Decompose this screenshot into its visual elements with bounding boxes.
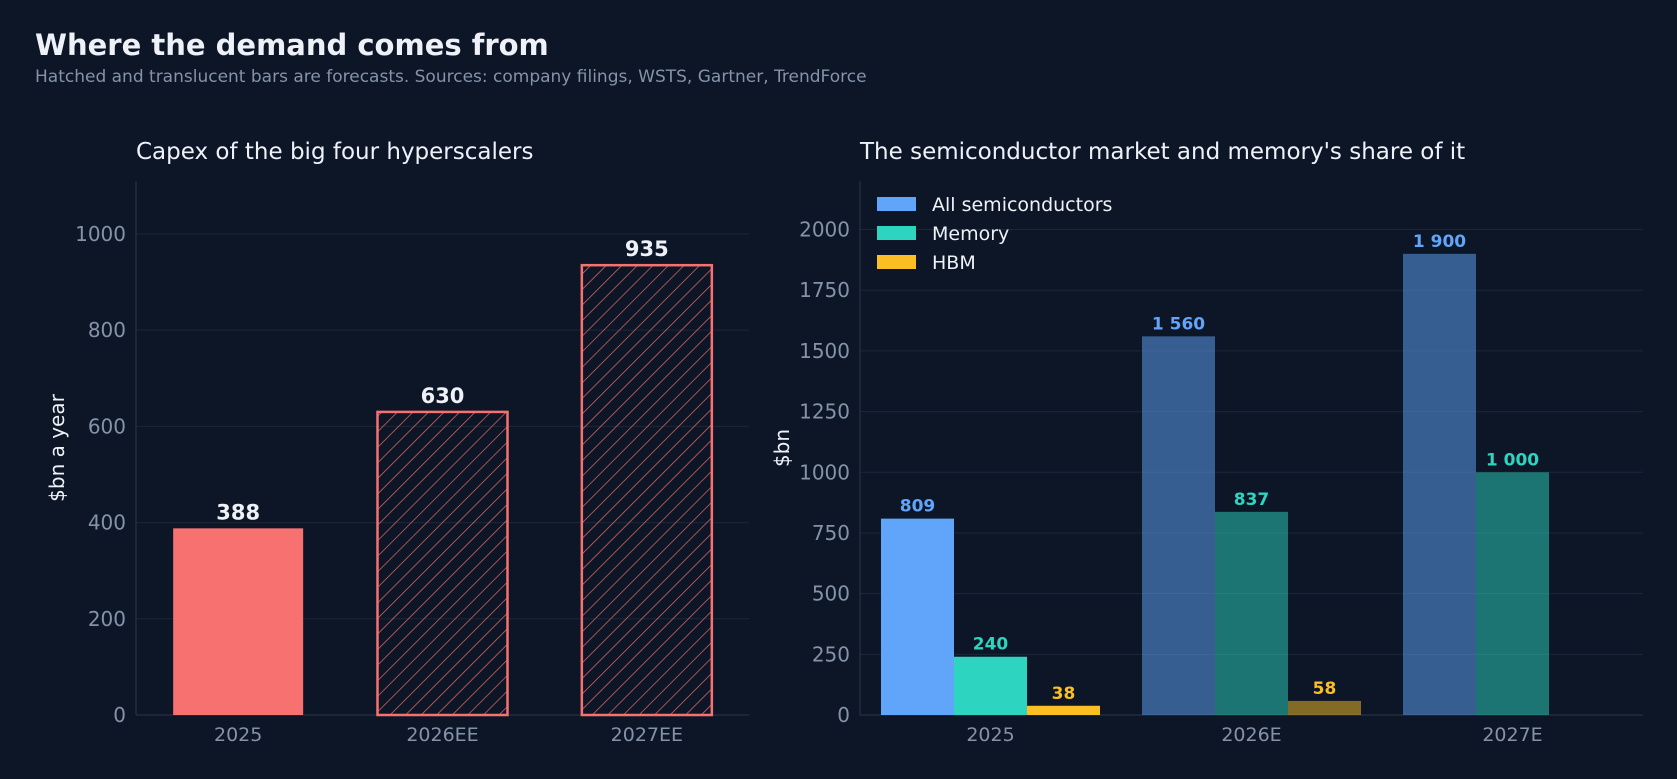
y-tick-label: 750 bbox=[812, 521, 850, 545]
bar-memory bbox=[954, 656, 1027, 715]
figure-title: Where the demand comes from bbox=[35, 28, 549, 62]
bar-value-label: 809 bbox=[900, 497, 936, 517]
y-tick-label: 2000 bbox=[799, 218, 850, 242]
chart-title: The semiconductor market and memory's sh… bbox=[859, 139, 1465, 165]
legend-swatch bbox=[877, 255, 916, 269]
bar-hbm bbox=[1027, 705, 1100, 715]
bar-value-label: 58 bbox=[1313, 679, 1337, 699]
y-tick-label: 1000 bbox=[799, 460, 850, 484]
y-tick-label: 600 bbox=[88, 414, 126, 438]
bar-value-label: 630 bbox=[421, 384, 465, 408]
bar-value-label: 38 bbox=[1052, 684, 1076, 704]
capex-bar bbox=[580, 263, 714, 717]
x-tick-label: 2027E bbox=[1482, 724, 1542, 746]
chart-title: Capex of the big four hyperscalers bbox=[136, 139, 533, 165]
x-tick-label: 2026E bbox=[1221, 724, 1281, 746]
y-tick-label: 1000 bbox=[75, 222, 126, 246]
semiconductor-chart: The semiconductor market and memory's sh… bbox=[770, 139, 1643, 746]
y-tick-label: 1750 bbox=[799, 278, 850, 302]
bar-memory bbox=[1476, 472, 1549, 715]
y-tick-label: 1500 bbox=[799, 339, 850, 363]
legend-label: HBM bbox=[932, 252, 976, 274]
capex-bar bbox=[173, 528, 304, 715]
y-tick-label: 0 bbox=[113, 703, 126, 727]
y-axis-label: $bn bbox=[770, 429, 794, 467]
bar-value-label: 1 900 bbox=[1413, 232, 1466, 252]
y-tick-label: 800 bbox=[88, 318, 126, 342]
capex-chart: Capex of the big four hyperscalers 0 200 40… bbox=[45, 139, 749, 746]
bar-value-label: 837 bbox=[1234, 490, 1270, 510]
legend-swatch bbox=[877, 226, 916, 240]
bar-value-label: 388 bbox=[216, 500, 260, 524]
legend-label: All semiconductors bbox=[932, 194, 1112, 216]
legend-label: Memory bbox=[932, 223, 1009, 245]
x-tick-label: 2025 bbox=[966, 724, 1014, 746]
y-axis-label: $bn a year bbox=[45, 393, 69, 501]
legend-swatch bbox=[877, 197, 916, 211]
legend: All semiconductors Memory HBM bbox=[877, 194, 1112, 274]
y-tick-label: 400 bbox=[88, 511, 126, 535]
bar-memory bbox=[1215, 511, 1288, 715]
y-tick-label: 1250 bbox=[799, 400, 850, 424]
bar-value-label: 1 000 bbox=[1486, 450, 1539, 470]
x-tick-label: 2026EE bbox=[406, 724, 478, 746]
y-tick-label: 0 bbox=[837, 703, 850, 727]
capex-bar bbox=[376, 410, 509, 717]
bar-all-semiconductors bbox=[1403, 253, 1476, 715]
bar-value-label: 1 560 bbox=[1152, 314, 1205, 334]
figure-subtitle: Hatched and translucent bars are forecas… bbox=[35, 67, 867, 87]
y-tick-label: 200 bbox=[88, 607, 126, 631]
x-tick-label: 2027EE bbox=[611, 724, 683, 746]
y-tick-label: 250 bbox=[812, 642, 850, 666]
x-tick-label: 2025 bbox=[214, 724, 262, 746]
bar-value-label: 935 bbox=[625, 237, 669, 261]
bar-value-label: 240 bbox=[973, 635, 1009, 655]
bar-all-semiconductors bbox=[1142, 336, 1215, 715]
bar-hbm bbox=[1288, 700, 1361, 715]
bar-all-semiconductors bbox=[881, 518, 954, 715]
y-tick-label: 500 bbox=[812, 582, 850, 606]
